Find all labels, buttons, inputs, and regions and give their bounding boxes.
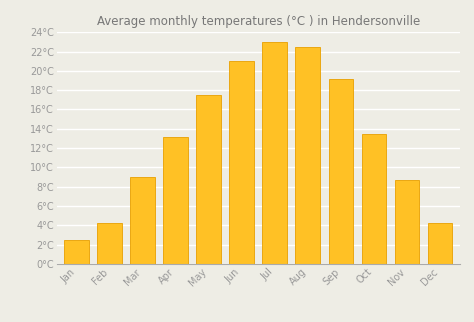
Bar — [295, 47, 320, 264]
Bar — [328, 79, 353, 264]
Bar — [97, 223, 122, 264]
Bar — [229, 61, 254, 264]
Bar — [64, 240, 89, 264]
Bar — [362, 134, 386, 264]
Bar — [394, 180, 419, 264]
Title: Average monthly temperatures (°C ) in Hendersonville: Average monthly temperatures (°C ) in He… — [97, 15, 420, 28]
Bar — [164, 137, 188, 264]
Bar — [130, 177, 155, 264]
Bar — [263, 42, 287, 264]
Bar — [196, 95, 221, 264]
Bar — [428, 223, 452, 264]
